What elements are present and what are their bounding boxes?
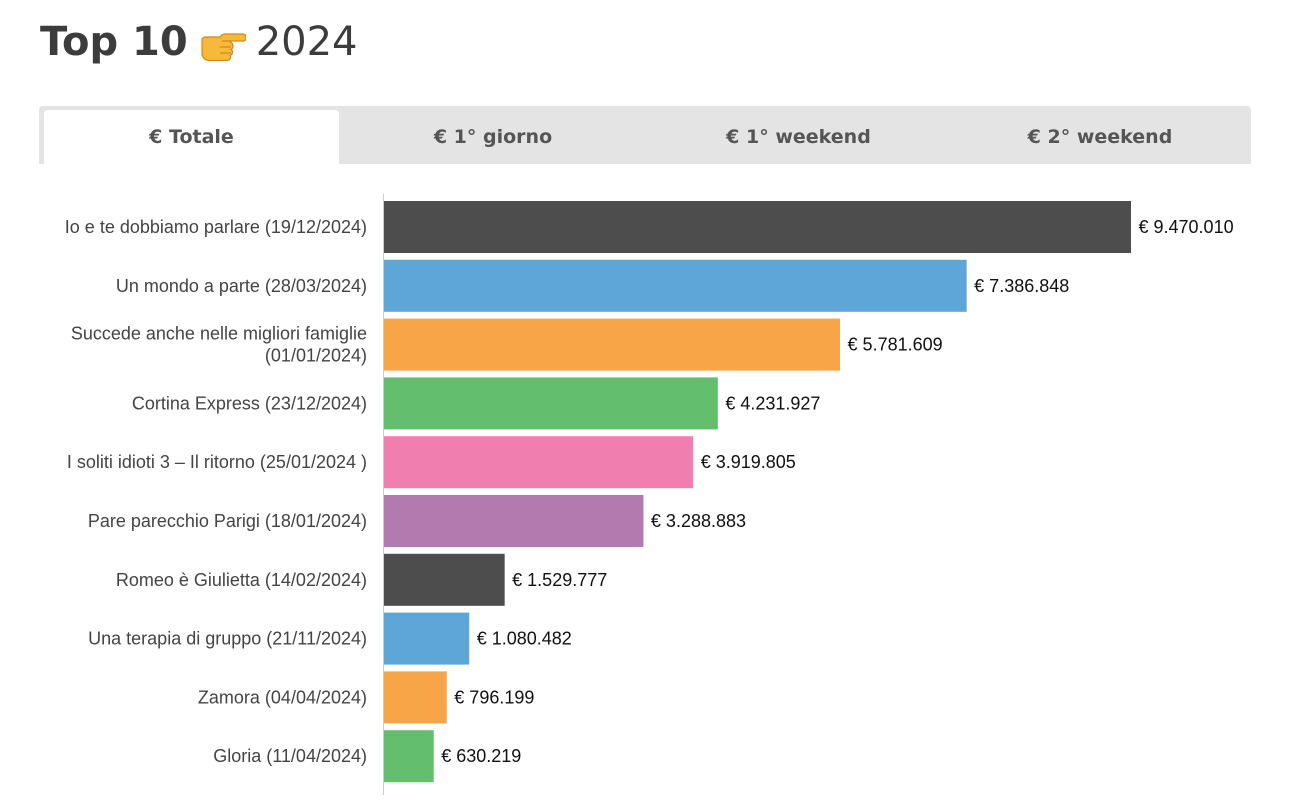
bar-9[interactable] bbox=[384, 671, 447, 724]
bar-5[interactable] bbox=[384, 436, 694, 489]
category-label-line: Zamora (04/04/2024) bbox=[198, 687, 367, 707]
category-label-line: Una terapia di gruppo (21/11/2024) bbox=[88, 629, 367, 649]
title-year: 2024 bbox=[255, 19, 358, 65]
bar-4[interactable] bbox=[384, 377, 718, 430]
category-label: Un mondo a parte (28/03/2024) bbox=[116, 276, 367, 296]
category-label-line: I soliti idioti 3 – Il ritorno (25/01/20… bbox=[67, 452, 367, 472]
bar-8[interactable] bbox=[384, 612, 470, 665]
category-label: Io e te dobbiamo parlare (19/12/2024) bbox=[65, 217, 367, 237]
value-label: € 796.199 bbox=[454, 687, 534, 707]
value-label: € 1.080.482 bbox=[477, 629, 572, 649]
value-label: € 7.386.848 bbox=[974, 276, 1069, 296]
category-label: Gloria (11/04/2024) bbox=[213, 746, 367, 766]
category-label-line: Succede anche nelle migliori famiglie bbox=[71, 324, 367, 344]
category-label-line: Romeo è Giulietta (14/02/2024) bbox=[116, 570, 367, 590]
bar-7[interactable] bbox=[384, 553, 505, 606]
tab-totale[interactable]: € Totale bbox=[44, 110, 339, 164]
category-label: Una terapia di gruppo (21/11/2024) bbox=[88, 629, 367, 649]
value-label: € 1.529.777 bbox=[512, 570, 607, 590]
tab-primo-weekend[interactable]: € 1° weekend bbox=[726, 126, 871, 148]
value-label: € 5.781.609 bbox=[848, 335, 943, 355]
category-label: Pare parecchio Parigi (18/01/2024) bbox=[88, 511, 367, 531]
pointing-right-hand-icon bbox=[200, 25, 247, 62]
tab-primo-giorno[interactable]: € 1° giorno bbox=[433, 126, 553, 148]
category-label: Romeo è Giulietta (14/02/2024) bbox=[116, 570, 367, 590]
bar-1[interactable] bbox=[384, 201, 1131, 253]
category-label-line: Io e te dobbiamo parlare (19/12/2024) bbox=[65, 217, 367, 237]
bar-2[interactable] bbox=[384, 259, 967, 312]
category-label: Zamora (04/04/2024) bbox=[198, 687, 367, 707]
category-label-line: Gloria (11/04/2024) bbox=[213, 746, 367, 766]
bar-6[interactable] bbox=[384, 495, 644, 547]
category-label-line: Pare parecchio Parigi (18/01/2024) bbox=[88, 511, 367, 531]
tab-secondo-weekend[interactable]: € 2° weekend bbox=[1027, 126, 1173, 148]
page-title: Top 10 2024 bbox=[40, 14, 357, 70]
category-label-line: (01/01/2024) bbox=[265, 346, 367, 366]
value-label: € 630.219 bbox=[441, 746, 521, 766]
value-label: € 4.231.927 bbox=[725, 393, 820, 413]
bar-3[interactable] bbox=[384, 318, 841, 371]
category-label: Succede anche nelle migliori famiglie (01… bbox=[71, 324, 367, 366]
title-top10: Top 10 bbox=[40, 19, 188, 65]
bars-group: € 9.470.010 Io e te dobbiamo parlare (19/… bbox=[65, 201, 1234, 783]
category-label-line: Un mondo a parte (28/03/2024) bbox=[116, 276, 367, 296]
category-label: I soliti idioti 3 – Il ritorno (25/01/20… bbox=[67, 452, 367, 472]
bar-10[interactable] bbox=[384, 730, 434, 783]
category-label-line: Cortina Express (23/12/2024) bbox=[132, 393, 367, 413]
tab-bar: € Totale € 1° giorno € 1° weekend € 2° w… bbox=[39, 106, 1251, 164]
value-label: € 9.470.010 bbox=[1139, 217, 1234, 237]
value-label: € 3.919.805 bbox=[701, 452, 796, 472]
value-label: € 3.288.883 bbox=[651, 511, 746, 531]
category-label: Cortina Express (23/12/2024) bbox=[132, 393, 367, 413]
